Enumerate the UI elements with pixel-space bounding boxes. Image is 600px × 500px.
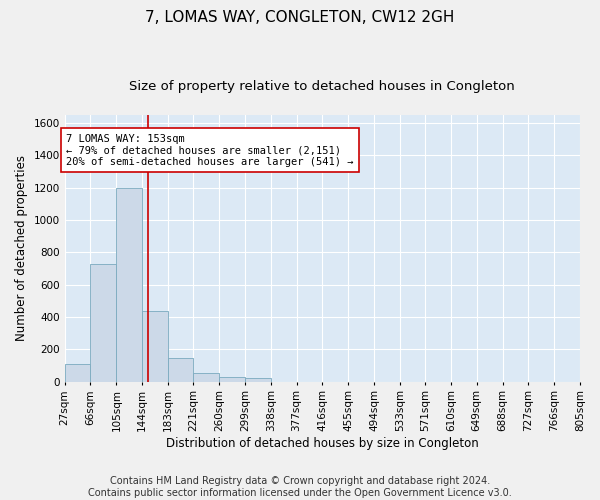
Bar — [91, 264, 116, 382]
Bar — [65, 364, 91, 382]
Y-axis label: Number of detached properties: Number of detached properties — [15, 156, 28, 342]
Title: Size of property relative to detached houses in Congleton: Size of property relative to detached ho… — [130, 80, 515, 93]
Bar — [193, 373, 219, 382]
Text: 7 LOMAS WAY: 153sqm
← 79% of detached houses are smaller (2,151)
20% of semi-det: 7 LOMAS WAY: 153sqm ← 79% of detached ho… — [66, 134, 353, 167]
Bar — [245, 378, 271, 382]
X-axis label: Distribution of detached houses by size in Congleton: Distribution of detached houses by size … — [166, 437, 479, 450]
Bar — [168, 358, 193, 382]
Bar — [116, 188, 142, 382]
Text: 7, LOMAS WAY, CONGLETON, CW12 2GH: 7, LOMAS WAY, CONGLETON, CW12 2GH — [145, 10, 455, 25]
Bar — [142, 312, 168, 382]
Bar — [219, 377, 245, 382]
Text: Contains HM Land Registry data © Crown copyright and database right 2024.
Contai: Contains HM Land Registry data © Crown c… — [88, 476, 512, 498]
